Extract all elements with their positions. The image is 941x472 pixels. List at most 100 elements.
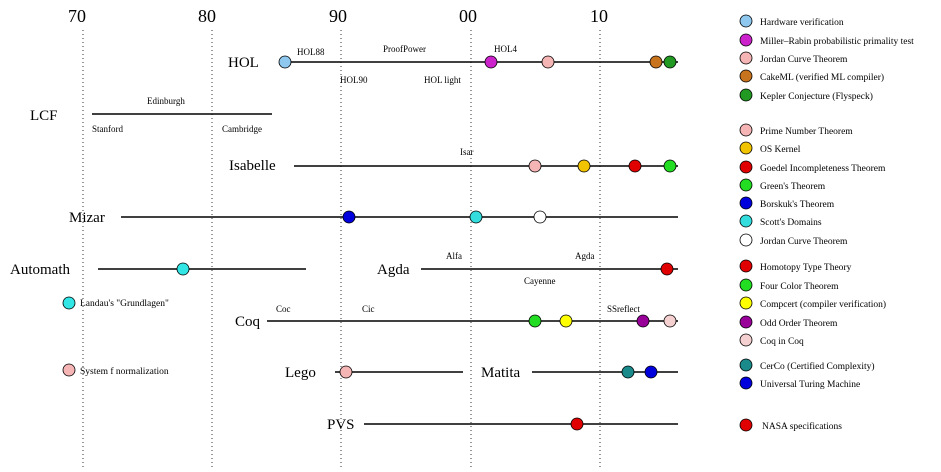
- marker-borsuk-theorem: [342, 210, 356, 224]
- legend-marker: [739, 14, 753, 28]
- legend-marker: [739, 358, 753, 372]
- side-note-landau: Landau's "Grundlagen": [80, 299, 169, 309]
- legend-marker: [739, 333, 753, 347]
- version-label-hol90: HOL90: [340, 75, 368, 85]
- decade-tick-90: 90: [329, 6, 347, 26]
- marker-goedel-incompleteness: [628, 159, 642, 173]
- legend-marker: [739, 278, 753, 292]
- legend-marker: [739, 259, 753, 273]
- legend-label: Four Color Theorem: [760, 282, 839, 292]
- system-hol: HOL HOL88 ProofPower HOL4 HOL90 HOL ligh…: [228, 44, 678, 85]
- system-agda: Agda Alfa Agda Cayenne: [377, 251, 678, 286]
- system-name-hol: HOL: [228, 55, 259, 71]
- marker-jordan-curve-mizar: [533, 210, 547, 224]
- legend-label: CakeML (verified ML compiler): [760, 72, 884, 83]
- system-name-pvs: PVS: [327, 417, 355, 433]
- side-notes: Landau's "Grundlagen" System f normaliza…: [62, 296, 169, 377]
- marker-scotts-domains: [469, 210, 483, 224]
- legend-label: Green's Theorem: [760, 182, 826, 192]
- system-isabelle: Isabelle Isar: [229, 147, 678, 174]
- legend-marker: [739, 88, 753, 102]
- version-label-cambridge: Cambridge: [222, 124, 262, 134]
- system-lego: Lego: [285, 365, 463, 381]
- legend-label: Homotopy Type Theory: [760, 263, 852, 273]
- system-mizar: Mizar: [69, 210, 678, 226]
- legend-marker: [739, 233, 753, 247]
- system-lcf: LCF Edinburgh Stanford Cambridge: [30, 96, 272, 134]
- legend-marker: [739, 196, 753, 210]
- decade-tick-80: 80: [198, 6, 216, 26]
- decade-tick-70: 70: [68, 6, 86, 26]
- marker-greens-theorem: [663, 159, 677, 173]
- version-label-agda: Agda: [575, 251, 595, 261]
- version-label-stanford: Stanford: [92, 124, 123, 134]
- system-name-mizar: Mizar: [69, 210, 105, 226]
- legend-label: Kepler Conjecture (Flyspeck): [760, 91, 873, 102]
- marker-universal-turing-machine: [644, 365, 658, 379]
- system-matita: Matita: [481, 365, 678, 381]
- legend: Hardware verification Miller–Rabin proba…: [739, 14, 914, 432]
- legend-label: Universal Turing Machine: [760, 380, 860, 390]
- legend-label: OS Kernel: [760, 145, 801, 155]
- version-label-proofpower: ProofPower: [383, 44, 426, 54]
- system-coq: Coq Coc Cic SSreflect: [235, 304, 678, 330]
- marker-cakeml: [649, 55, 663, 69]
- legend-label: Odd Order Theorem: [760, 319, 838, 329]
- decade-axis: 70 80 90 00 10: [68, 6, 608, 26]
- legend-label: Compcert (compiler verification): [760, 299, 886, 310]
- marker-kepler-flyspeck: [663, 55, 677, 69]
- side-note-system-f: System f normalization: [80, 366, 169, 377]
- legend-marker: [739, 214, 753, 228]
- decade-gridlines: [82, 30, 601, 470]
- version-label-hol4: HOL4: [494, 44, 517, 54]
- marker-nasa-specifications: [570, 417, 584, 431]
- marker-homotopy-type-theory: [660, 262, 674, 276]
- legend-label: Jordan Curve Theorem: [760, 55, 848, 65]
- legend-marker: [739, 160, 753, 174]
- legend-marker: [739, 33, 753, 47]
- legend-marker: [739, 418, 753, 432]
- system-name-automath: Automath: [10, 262, 70, 278]
- legend-label: Jordan Curve Theorem: [760, 237, 848, 247]
- marker-miller-rabin: [484, 55, 498, 69]
- legend-marker: [739, 69, 753, 83]
- legend-marker: [739, 178, 753, 192]
- marker-compcert: [559, 314, 573, 328]
- marker-lego: [339, 365, 353, 379]
- legend-label: Coq in Coq: [760, 337, 804, 347]
- legend-marker: [739, 51, 753, 65]
- marker-automath: [176, 262, 190, 276]
- version-label-cayenne: Cayenne: [524, 276, 556, 286]
- decade-tick-10: 10: [590, 6, 608, 26]
- legend-marker: [739, 141, 753, 155]
- system-pvs: PVS: [327, 417, 678, 433]
- legend-marker: [739, 296, 753, 310]
- marker-coq-in-coq: [663, 314, 677, 328]
- marker-jordan-curve-hol: [541, 55, 555, 69]
- legend-marker: [739, 123, 753, 137]
- version-label-isar: Isar: [460, 147, 474, 157]
- version-label-hol-light: HOL light: [424, 75, 461, 85]
- system-name-lcf: LCF: [30, 108, 58, 124]
- legend-label: Miller–Rabin probabilistic primality tes…: [760, 37, 914, 47]
- marker-prime-number-theorem: [528, 159, 542, 173]
- legend-label: Scott's Domains: [760, 218, 822, 228]
- marker-cerco: [621, 365, 635, 379]
- legend-label: CerCo (Certified Complexity): [760, 361, 875, 372]
- legend-label: NASA specifications: [762, 421, 842, 432]
- system-name-agda: Agda: [377, 262, 410, 278]
- system-automath: Automath: [10, 262, 306, 278]
- legend-marker: [739, 376, 753, 390]
- version-label-coc: Coc: [276, 304, 291, 314]
- legend-label: Hardware verification: [760, 17, 844, 28]
- marker-four-color-theorem: [528, 314, 542, 328]
- system-name-isabelle: Isabelle: [229, 158, 276, 174]
- version-label-edinburgh: Edinburgh: [147, 96, 185, 106]
- legend-label: Prime Number Theorem: [760, 127, 853, 137]
- legend-label: Borskuk's Theorem: [760, 200, 835, 210]
- marker-odd-order-theorem: [636, 314, 650, 328]
- system-name-coq: Coq: [235, 314, 261, 330]
- version-label-cic: Cic: [362, 304, 375, 314]
- system-name-lego: Lego: [285, 365, 316, 381]
